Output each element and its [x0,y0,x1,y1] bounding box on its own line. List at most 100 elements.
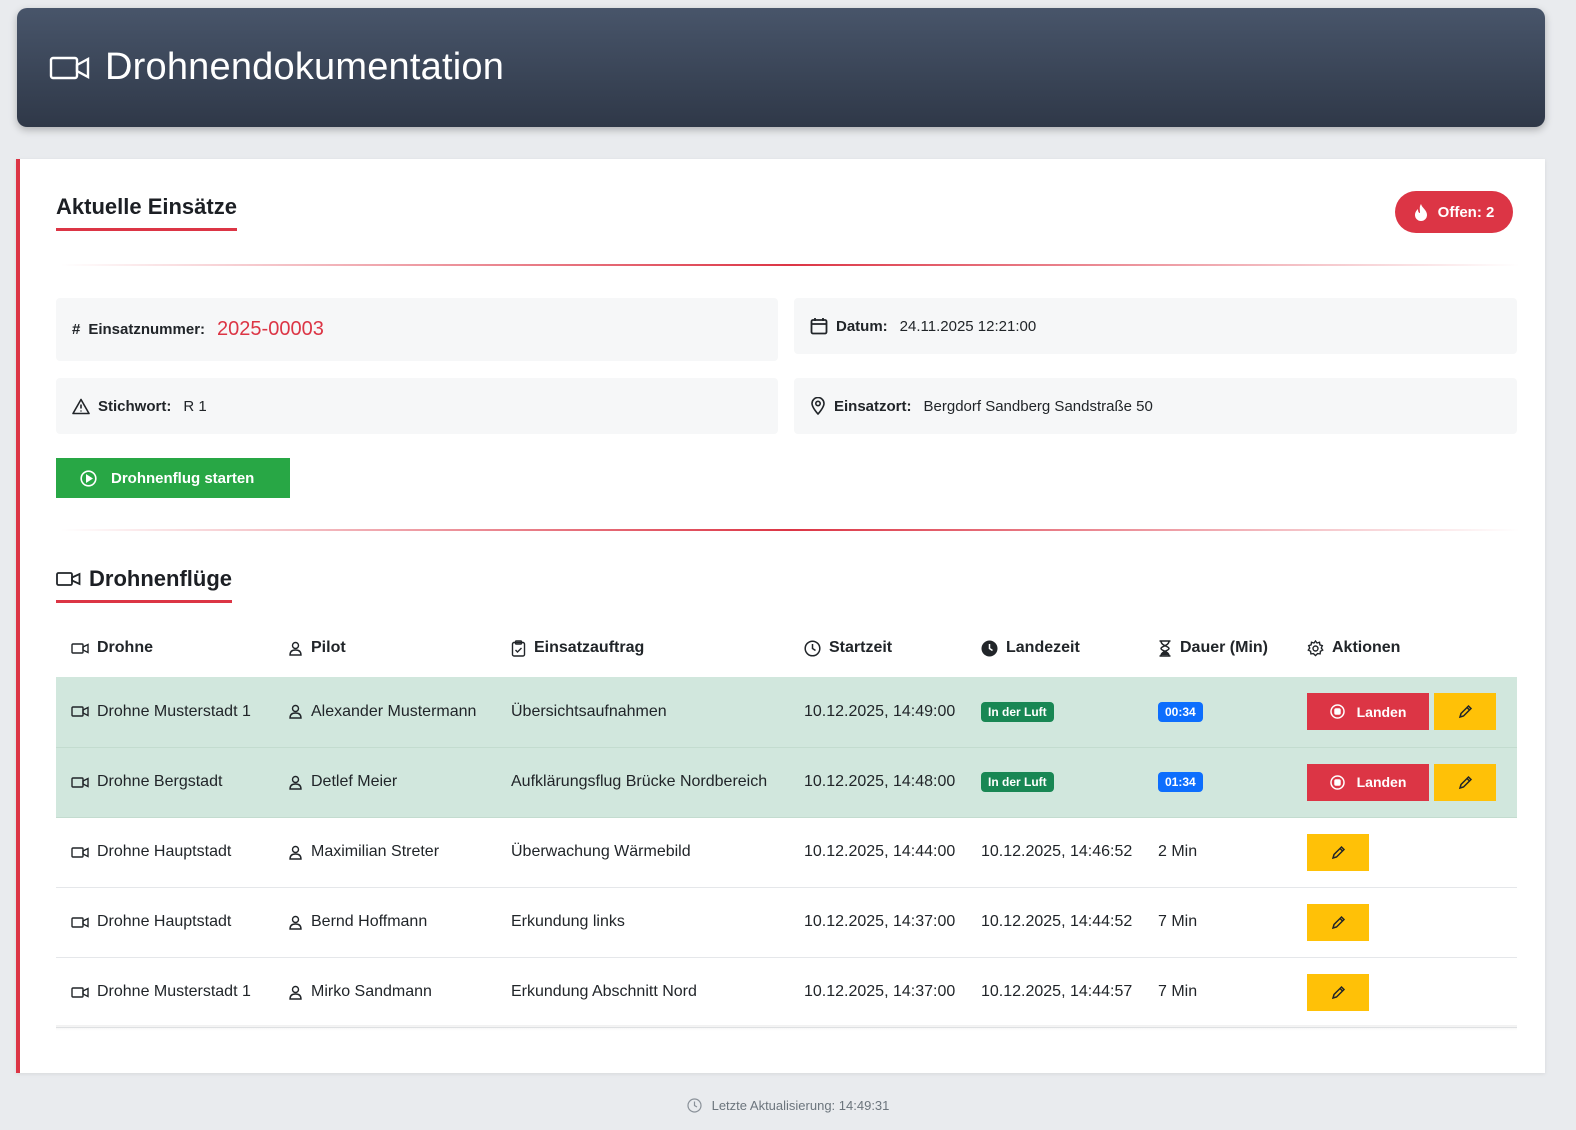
start-time: 10.12.2025, 14:48:00 [804,773,956,790]
user-icon [289,845,302,860]
cell-start: 10.12.2025, 14:37:00 [789,957,966,1028]
column-header-actions: Aktionen [1292,619,1517,677]
column-header-pilot-label: Pilot [311,639,346,656]
duration-value: 7 Min [1158,983,1198,1000]
start-flight-label: Drohnenflug starten [111,469,255,487]
user-icon [289,641,302,656]
land-button[interactable]: Landen [1307,763,1429,801]
pilot-name: Bernd Hoffmann [311,913,428,930]
flights-table: Drohne Pilot Einsatzauftrag Startzeit La… [56,619,1517,1028]
drone-name: Drohne Musterstadt 1 [97,983,251,1000]
divider [60,264,1520,266]
cell-drone: Drohne Hauptstadt [56,887,273,958]
table-row: Drohne Musterstadt 1 Alexander Mustermann… [56,677,1517,748]
clock-icon [686,1098,702,1113]
gear-icon [1307,639,1324,656]
task-text: Erkundung links [511,913,625,930]
drone-name: Drohne Bergstadt [97,773,223,790]
current-missions-title-text: Aktuelle Einsätze [56,194,237,219]
video-camera-icon [71,706,89,717]
current-missions-title: Aktuelle Einsätze [56,194,237,231]
land-button[interactable]: Landen [1307,693,1429,731]
table-row: Drohne Bergstadt Detlef Meier Aufklärungsf… [56,747,1517,818]
user-icon [289,705,302,719]
video-camera-icon [49,56,90,79]
flights-title: Drohnenflüge [56,566,232,603]
cell-drone: Drohne Musterstadt 1 [56,957,273,1028]
pencil-icon [1331,915,1345,929]
play-circle-icon [80,469,97,487]
stop-circle-icon [1329,774,1345,790]
page-title: Drohnendokumentation [105,46,505,88]
landing-time: 10.12.2025, 14:44:52 [981,913,1133,930]
cell-pilot: Maximilian Streter [273,817,496,888]
cell-landing: In der Luft [966,747,1143,818]
user-icon [289,775,302,790]
clock-icon [804,639,821,657]
edit-button[interactable] [1434,763,1496,801]
start-flight-button[interactable]: Drohnenflug starten [56,458,290,498]
divider [60,529,1520,531]
clipboard-icon [511,639,526,657]
keyword-label: Stichwort: [98,397,172,415]
pilot-name: Maximilian Streter [311,843,440,860]
stop-circle-icon [1329,704,1345,719]
hourglass-icon [1159,639,1171,657]
column-header-actions-label: Aktionen [1332,639,1401,656]
cell-duration: 2 Min [1143,817,1292,888]
cell-start: 10.12.2025, 14:48:00 [789,747,966,818]
cell-task: Erkundung links [496,887,789,958]
edit-button[interactable] [1307,973,1369,1011]
duration-badge: 01:34 [1158,772,1203,792]
land-button-label: Landen [1356,703,1407,720]
column-header-start[interactable]: Startzeit [789,619,966,677]
pencil-icon [1331,845,1345,859]
video-camera-icon [71,916,89,928]
cell-duration: 01:34 [1143,747,1292,818]
column-header-drone[interactable]: Drohne [56,619,273,677]
cell-duration: 7 Min [1143,887,1292,958]
task-text: Erkundung Abschnitt Nord [511,983,697,1000]
column-header-duration[interactable]: Dauer (Min) [1143,619,1292,677]
location-pin-icon [811,397,825,415]
cell-actions: Landen [1292,747,1517,818]
cell-drone: Drohne Hauptstadt [56,817,273,888]
current-missions-card: Aktuelle Einsätze Offen: 2 # Einsatznumm… [16,159,1545,1073]
mission-date-box: Datum: 24.11.2025 12:21:00 [794,298,1517,354]
cell-start: 10.12.2025, 14:49:00 [789,677,966,748]
cell-pilot: Bernd Hoffmann [273,887,496,958]
location-label: Einsatzort: [834,397,912,415]
column-header-task[interactable]: Einsatzauftrag [496,619,789,677]
video-camera-icon [71,642,89,654]
cell-task: Überwachung Wärmebild [496,817,789,888]
cell-actions [1292,957,1517,1028]
location-box: Einsatzort: Bergdorf Sandberg Sandstraße… [794,378,1517,434]
edit-button[interactable] [1434,693,1496,731]
edit-button[interactable] [1307,903,1369,941]
cell-task: Übersichtsaufnahmen [496,677,789,748]
user-icon [289,985,302,1000]
edit-button[interactable] [1307,833,1369,871]
start-time: 10.12.2025, 14:44:00 [804,843,956,860]
column-header-pilot[interactable]: Pilot [273,619,496,677]
keyword-value: R 1 [183,397,207,415]
cell-pilot: Alexander Mustermann [273,677,496,748]
cell-actions [1292,817,1517,888]
column-header-landing-label: Landezeit [1006,639,1080,656]
cell-drone: Drohne Musterstadt 1 [56,677,273,748]
column-header-landing[interactable]: Landezeit [966,619,1143,677]
video-camera-icon [56,572,81,586]
landing-time: 10.12.2025, 14:46:52 [981,843,1133,860]
keyword-box: Stichwort: R 1 [56,378,778,434]
duration-badge: 00:34 [1158,701,1203,722]
start-time: 10.12.2025, 14:37:00 [804,983,956,1000]
pencil-icon [1458,705,1472,719]
cell-drone: Drohne Bergstadt [56,747,273,818]
table-row: Drohne Hauptstadt Bernd Hoffmann Erkundung… [56,887,1517,958]
footer: Letzte Aktualisierung: 14:49:31 [0,1098,1576,1113]
duration-value: 2 Min [1158,843,1198,860]
task-text: Übersichtsaufnahmen [511,702,667,720]
location-value: Bergdorf Sandberg Sandstraße 50 [923,397,1153,415]
column-header-drone-label: Drohne [97,639,153,656]
calendar-icon [810,318,828,335]
